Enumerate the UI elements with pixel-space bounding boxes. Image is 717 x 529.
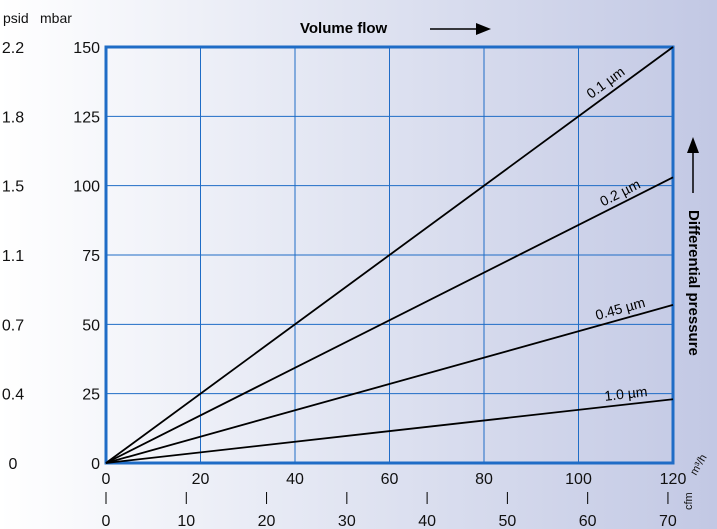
x-secondary-tick-label: 20: [258, 513, 276, 529]
x-primary-tick-label: 100: [565, 471, 592, 488]
y-primary-tick-label: 150: [73, 40, 100, 57]
y-secondary-tick-label: 1.8: [2, 109, 24, 126]
y-primary-tick-label: 125: [73, 109, 100, 126]
y-primary-unit: mbar: [40, 10, 72, 26]
x-secondary-tick-label: 0: [102, 513, 111, 529]
series-line: [105, 176, 674, 464]
y-axis-ticks: 0 0 25 0.4 50 0.7 75 1.1 100 1.5 125 1.8 150 2.2: [2, 40, 100, 473]
y-secondary-tick-label: 0.4: [2, 387, 24, 404]
series-line: [105, 46, 674, 464]
x-primary-tick-label: 40: [286, 471, 304, 488]
series-line: [105, 398, 674, 464]
series-labels: 0.1 µm0.2 µm0.45 µm1.0 µm: [583, 63, 648, 404]
x-secondary-tick-label: 60: [579, 513, 597, 529]
y-secondary-unit: psid: [3, 10, 29, 26]
y-secondary-tick-label: 0: [9, 456, 18, 473]
y-secondary-tick-label: 0.7: [2, 317, 24, 334]
chart-title: Volume flow: [300, 20, 388, 37]
y-primary-tick-label: 100: [73, 179, 100, 196]
x-axis-ticks: 0 20 40 60 80 100 120 0 10 20 30 40 50 60 70: [102, 471, 687, 529]
series-label: 1.0 µm: [604, 383, 649, 404]
y-primary-tick-label: 75: [82, 248, 100, 265]
x-primary-unit: m³/h: [688, 452, 709, 477]
y-secondary-tick-label: 1.5: [2, 179, 24, 196]
series-lines: [105, 46, 674, 464]
title-arrow-icon: [430, 23, 491, 35]
plot-frame: [104, 45, 675, 465]
y-secondary-tick-label: 1.1: [2, 248, 24, 265]
x-secondary-tick-label: 30: [338, 513, 356, 529]
x-primary-tick-label: 20: [192, 471, 210, 488]
x-primary-tick-label: 120: [660, 471, 687, 488]
x-primary-tick-label: 80: [475, 471, 493, 488]
x-primary-tick-label: 0: [102, 471, 111, 488]
x-secondary-tick-label: 50: [498, 513, 516, 529]
y-primary-tick-label: 25: [82, 387, 100, 404]
x-secondary-unit: cfm: [683, 492, 695, 510]
x-secondary-tick-label: 70: [659, 513, 677, 529]
x-primary-tick-label: 60: [381, 471, 399, 488]
y-axis-label: Differential pressure: [685, 210, 702, 356]
y-secondary-tick-label: 2.2: [2, 40, 24, 57]
x-secondary-tick-label: 40: [418, 513, 436, 529]
series-line: [105, 304, 674, 464]
y-primary-tick-label: 50: [82, 317, 100, 334]
ylabel-arrow-icon: [687, 137, 699, 193]
y-primary-tick-label: 0: [91, 456, 100, 473]
series-label: 0.45 µm: [594, 294, 647, 323]
x-secondary-tick-label: 10: [177, 513, 195, 529]
x-primary-unit-text: m³/h: [688, 452, 709, 477]
